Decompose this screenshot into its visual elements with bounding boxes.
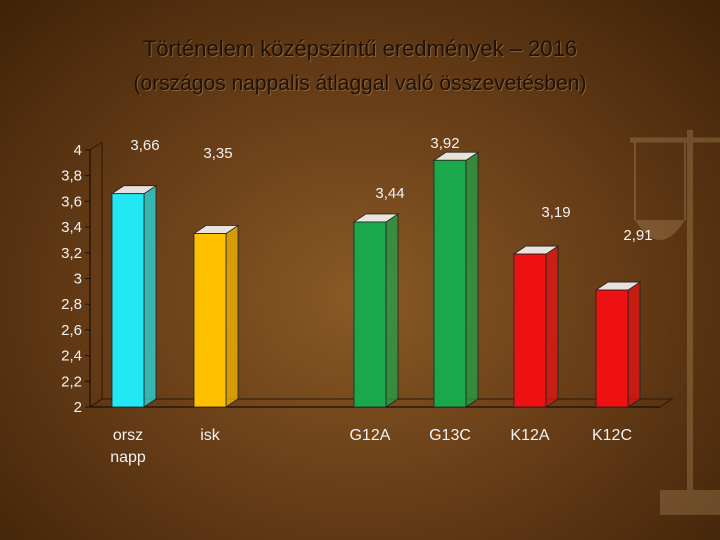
axis-side-wall: [89, 141, 103, 408]
category-label: napp: [110, 449, 146, 466]
scales-decoration: [630, 130, 720, 515]
bars: [110, 151, 642, 408]
bar-side: [465, 151, 479, 408]
value-label: 3,66: [130, 137, 159, 154]
bar-side: [225, 224, 239, 408]
axes: 2 2,2 2,4 2,6 2,8 3 3,2 3,4 3,6 3,8 4: [61, 141, 674, 416]
y-tick-label: 3,6: [61, 193, 82, 210]
value-label: 3,35: [203, 145, 232, 162]
y-tick-label: 3,4: [61, 219, 82, 236]
chart-title: Történelem középszintű eredmények – 2016: [142, 36, 578, 61]
category-label: G12A: [350, 427, 391, 444]
y-tick-label: 2,6: [61, 322, 82, 339]
bar: [193, 233, 227, 408]
value-labels: 3,66 3,35 3,44 3,92 3,19 2,91: [130, 135, 652, 244]
y-tick-label: 3: [74, 271, 82, 288]
chart-subtitle: (országos nappalis átlaggal való összeve…: [133, 72, 587, 95]
category-labels: orsz napp isk G12A G13C K12A K12C: [110, 427, 632, 466]
category-label: K12C: [592, 427, 632, 444]
bar: [513, 253, 547, 408]
y-tick-label: 3,8: [61, 168, 82, 185]
value-label: 3,44: [375, 185, 404, 202]
value-label: 3,92: [430, 135, 459, 152]
bar: [111, 193, 145, 408]
y-tick-label: 2: [74, 399, 82, 416]
bar-side: [143, 184, 157, 408]
y-tick-label: 3,2: [61, 245, 82, 262]
bar: [433, 159, 467, 408]
bar: [595, 289, 629, 408]
value-label: 2,91: [623, 227, 652, 244]
y-tick-label: 2,4: [61, 348, 82, 365]
y-tick-label: 2,2: [61, 373, 82, 390]
value-label: 3,19: [541, 204, 570, 221]
category-label: orsz: [113, 427, 143, 444]
bar: [353, 221, 387, 408]
bar-side: [545, 245, 559, 408]
bar-side: [627, 281, 641, 408]
category-label: isk: [200, 427, 221, 444]
category-label: K12A: [510, 427, 549, 444]
category-label: G13C: [429, 427, 471, 444]
y-tick-label: 2,8: [61, 296, 82, 313]
bar-side: [385, 213, 399, 408]
y-tick-label: 4: [74, 142, 82, 159]
